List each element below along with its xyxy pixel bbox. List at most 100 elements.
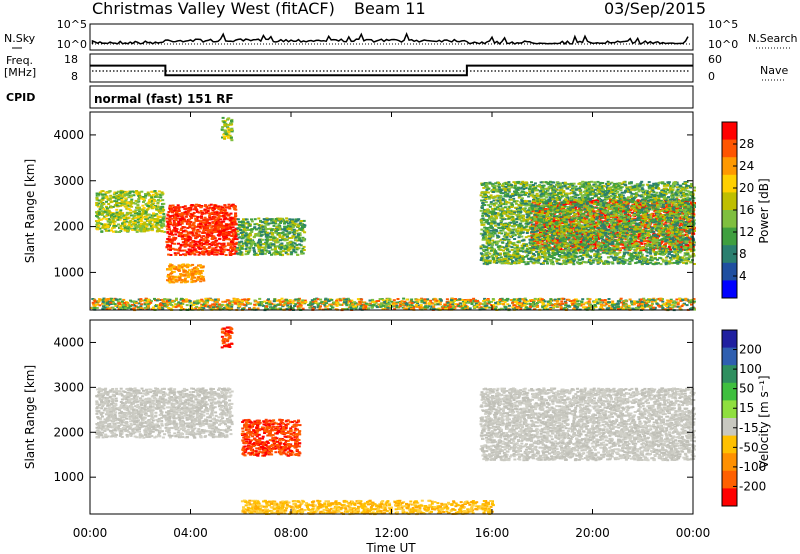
noise-strip-frame <box>89 23 694 51</box>
echo-cell <box>159 230 163 233</box>
echo-cell <box>226 244 230 247</box>
echo-cell <box>254 228 258 231</box>
echo-cell <box>179 229 183 231</box>
echo-cell <box>246 229 250 231</box>
echo-cell <box>168 263 172 266</box>
echo-cell <box>262 230 266 233</box>
echo-cell <box>194 217 198 220</box>
echo-cell <box>221 220 225 223</box>
echo-cell <box>207 221 211 224</box>
echo-cell <box>279 250 283 253</box>
freq-label-line2: [MHz] <box>4 66 36 79</box>
echo-cell <box>594 242 597 245</box>
echo-cell <box>259 243 263 246</box>
echo-cell <box>177 222 181 225</box>
echo-cell <box>233 221 236 224</box>
echo-cell <box>241 231 245 234</box>
echo-cell <box>284 252 288 255</box>
echo-cell <box>183 281 187 284</box>
echo-cell <box>302 249 306 251</box>
echo-cell <box>175 213 178 216</box>
echo-cell <box>206 240 210 243</box>
echo-cell <box>245 244 249 247</box>
echo-cell <box>213 237 217 240</box>
echo-cell <box>201 238 205 241</box>
echo-cell <box>219 218 223 221</box>
echo-cell <box>191 268 195 271</box>
echo-cell <box>226 249 230 252</box>
echo-cell <box>177 275 181 278</box>
echo-cell <box>115 211 119 214</box>
echo-cell <box>266 218 270 221</box>
echo-cell <box>131 220 135 223</box>
echo-cell <box>193 270 197 273</box>
echo-cell <box>191 273 195 276</box>
echo-cell <box>302 237 306 240</box>
echo-cell <box>217 205 221 208</box>
echo-cell <box>174 207 177 210</box>
echo-cell <box>217 230 221 233</box>
echo-cell <box>299 228 303 231</box>
echo-cell <box>561 222 565 225</box>
echo-cell <box>207 207 210 210</box>
echo-cell <box>182 253 186 256</box>
echo-cell <box>153 214 157 217</box>
echo-cell <box>138 212 142 215</box>
echo-cell <box>278 226 282 229</box>
echo-cell <box>664 206 668 209</box>
echo-cell <box>180 266 184 269</box>
echo-cell <box>158 196 162 199</box>
echo-cell <box>243 229 247 232</box>
echo-cell <box>632 241 636 244</box>
echo-cell <box>296 219 300 222</box>
echo-cell <box>134 228 138 231</box>
echo-cell <box>191 227 195 230</box>
echo-cell <box>168 265 172 267</box>
echo-cell <box>265 233 268 236</box>
echo-cell <box>226 136 230 139</box>
echo-cell <box>212 235 216 238</box>
echo-cell <box>213 241 217 244</box>
echo-cell <box>196 278 200 281</box>
echo-cell <box>166 279 169 282</box>
echo-cell <box>128 204 132 207</box>
echo-cell <box>106 198 110 201</box>
echo-cell <box>203 248 207 250</box>
echo-cell <box>124 197 128 200</box>
echo-cell <box>295 248 299 251</box>
echo-cell <box>179 254 182 256</box>
echo-cell <box>286 253 290 256</box>
echo-cell <box>136 193 140 196</box>
echo-cell <box>177 247 181 250</box>
echo-cell <box>182 263 186 266</box>
echo-cell <box>211 225 215 228</box>
echo-cell <box>171 211 174 214</box>
echo-cell <box>141 204 145 207</box>
echo-cell <box>291 222 295 225</box>
echo-cell <box>144 216 148 219</box>
echo-cell <box>97 202 101 205</box>
echo-cell <box>173 213 177 216</box>
echo-cell <box>198 226 202 228</box>
echo-cell <box>142 201 145 203</box>
echo-cell <box>267 232 271 235</box>
echo-cell <box>294 251 298 254</box>
echo-cell <box>274 218 278 220</box>
echo-cell <box>250 242 254 245</box>
echo-cell <box>119 224 123 227</box>
echo-cell <box>291 241 295 244</box>
echo-cell <box>236 227 240 230</box>
echo-cell <box>269 244 273 247</box>
echo-cell <box>283 246 286 248</box>
echo-cell <box>277 223 281 226</box>
echo-cell <box>193 226 197 228</box>
echo-cell <box>195 203 199 206</box>
echo-cell <box>277 252 281 255</box>
echo-cell <box>223 124 227 127</box>
echo-cell <box>172 270 176 273</box>
echo-cell <box>286 222 290 225</box>
frequency-strip-frame <box>89 53 694 83</box>
echo-cell <box>139 226 142 229</box>
echo-cell <box>202 225 205 228</box>
echo-cell <box>144 210 148 213</box>
